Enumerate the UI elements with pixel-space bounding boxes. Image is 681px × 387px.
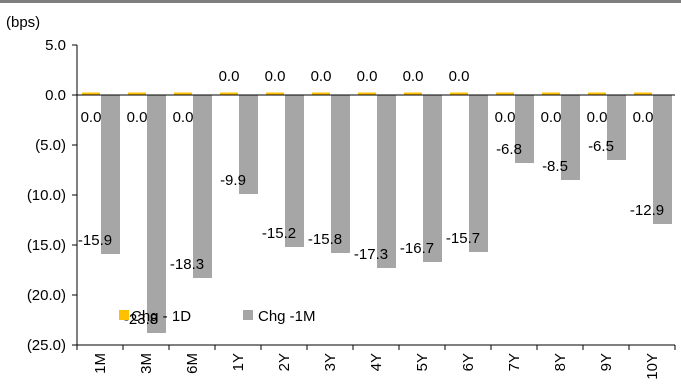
x-tick-label: 6Y <box>460 353 477 371</box>
bar-1m-2Y <box>285 95 304 247</box>
x-tick-label: 8Y <box>552 353 569 371</box>
axes-group: 5.0 0.0 (5.0) (10.0) (15.0) (20.0) (25.0) 1M 3M 6… <box>27 37 676 380</box>
bar-1d-8Y <box>542 92 560 95</box>
x-tick-label: 3M <box>138 353 155 374</box>
bar-1d-7Y <box>496 92 514 95</box>
data-label-1m: -15.9 <box>78 232 112 249</box>
y-tick-label: (15.0) <box>27 237 66 254</box>
data-label-1m: -9.9 <box>220 172 246 189</box>
top-border <box>0 0 681 3</box>
data-label-1d: 0.0 <box>495 109 516 126</box>
data-label-1d: 0.0 <box>173 109 194 126</box>
bar-1m-3M <box>147 95 166 333</box>
bar-1d-2Y <box>266 92 284 95</box>
bar-1d-10Y <box>634 92 652 95</box>
bar-1m-1Y <box>239 95 258 194</box>
data-label-1m: -6.8 <box>496 141 522 158</box>
bar-1m-9Y <box>607 95 626 160</box>
legend-swatch-1m <box>243 310 253 320</box>
bar-1m-7Y <box>515 95 534 163</box>
bar-1m-6Y <box>469 95 488 252</box>
data-label-1m: -15.7 <box>446 230 480 247</box>
data-label-1m: -12.9 <box>630 202 664 219</box>
data-label-1d: 0.0 <box>265 68 286 85</box>
bar-1m-8Y <box>561 95 580 180</box>
x-tick-label: 6M <box>184 353 201 374</box>
legend: Chg - 1D Chg -1M <box>119 308 316 325</box>
data-label-1d: 0.0 <box>81 109 102 126</box>
bar-1d-6Y <box>450 92 468 95</box>
bar-1d-4Y <box>358 92 376 95</box>
data-label-1d: 0.0 <box>219 68 240 85</box>
data-label-1m: -15.2 <box>262 225 296 242</box>
data-label-1d: 0.0 <box>357 68 378 85</box>
x-tick-label: 1M <box>92 353 109 374</box>
data-label-1m: -16.7 <box>400 240 434 257</box>
bar-1d-3M <box>128 92 146 95</box>
data-label-1d: 0.0 <box>311 68 332 85</box>
data-label-1d: 0.0 <box>403 68 424 85</box>
x-tick-label: 7Y <box>506 353 523 371</box>
y-tick-label: (20.0) <box>27 287 66 304</box>
data-label-1m: -18.3 <box>170 256 204 273</box>
data-label-1d: 0.0 <box>541 109 562 126</box>
x-tick-label: 4Y <box>368 353 385 371</box>
data-label-1m: -17.3 <box>354 246 388 263</box>
bar-1m-5Y <box>423 95 442 262</box>
bar-1m-1M <box>101 95 120 254</box>
legend-label-1d: Chg - 1D <box>131 308 191 325</box>
x-tick-label: 1Y <box>230 353 247 371</box>
legend-label-1m: Chg -1M <box>258 308 316 325</box>
x-tick-label: 2Y <box>276 353 293 371</box>
bar-1m-6M <box>193 95 212 278</box>
x-tick-label: 3Y <box>322 353 339 371</box>
data-label-1d: 0.0 <box>633 109 654 126</box>
data-label-1m: -15.8 <box>308 231 342 248</box>
y-tick-label: (5.0) <box>35 137 66 154</box>
bar-1m-3Y <box>331 95 350 253</box>
bar-1m-4Y <box>377 95 396 268</box>
data-label-1d: 0.0 <box>449 68 470 85</box>
y-tick-label: (10.0) <box>27 187 66 204</box>
x-tick-label: 5Y <box>414 353 431 371</box>
y-tick-label: 5.0 <box>45 37 66 54</box>
bar-1m-10Y <box>653 95 672 224</box>
data-label-1d: 0.0 <box>127 109 148 126</box>
data-labels-group: 0.0 0.0 0.0 0.0 0.0 0.0 0.0 0.0 0.0 0.0 0.0 0.0 0.0 -… <box>78 68 664 328</box>
bar-1d-5Y <box>404 92 422 95</box>
data-label-1m: -8.5 <box>542 158 568 175</box>
bar-1d-1Y <box>220 92 238 95</box>
data-label-1m: -6.5 <box>588 138 614 155</box>
y-axis-unit-label: (bps) <box>6 14 40 31</box>
bar-1d-6M <box>174 92 192 95</box>
data-label-1d: 0.0 <box>587 109 608 126</box>
y-tick-label: 0.0 <box>45 87 66 104</box>
y-tick-label: (25.0) <box>27 337 66 354</box>
bar-1d-1M <box>82 92 100 95</box>
legend-swatch-1d <box>119 310 129 320</box>
bars-group <box>82 92 672 333</box>
x-tick-label: 9Y <box>598 353 615 371</box>
bar-1d-9Y <box>588 92 606 95</box>
bar-1d-3Y <box>312 92 330 95</box>
x-tick-label: 10Y <box>644 353 661 380</box>
data-label-1m: -23.8 <box>124 311 158 328</box>
